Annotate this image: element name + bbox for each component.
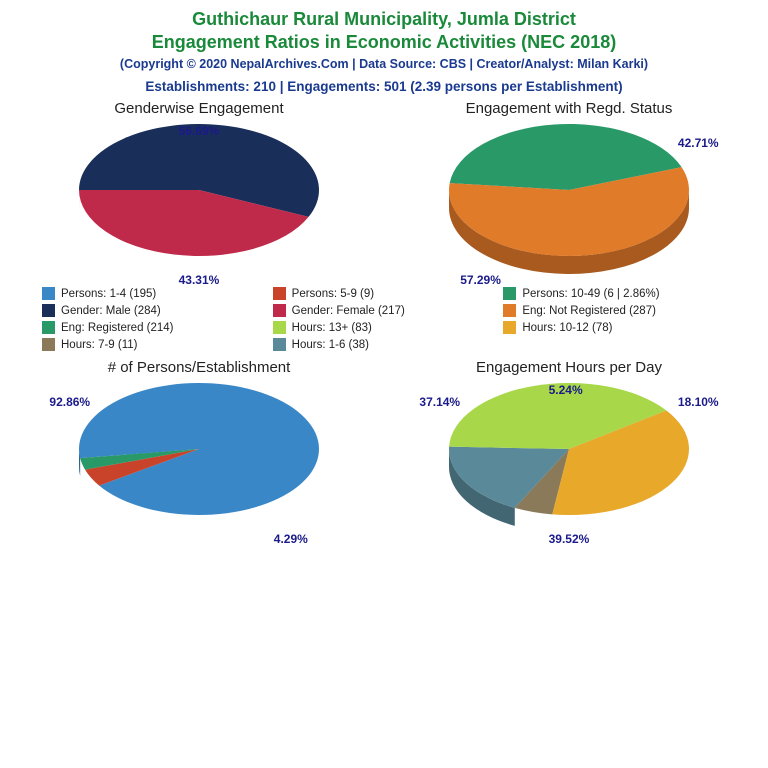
pie-chart bbox=[49, 119, 349, 279]
chart-hours-per-day: Engagement Hours per Day 5.24%18.10%39.5… bbox=[399, 359, 739, 538]
pie-pct-label: 42.71% bbox=[678, 136, 719, 150]
chart-genderwise: Genderwise Engagement 56.69%43.31% bbox=[29, 100, 369, 279]
legend-item: Persons: 1-4 (195) bbox=[42, 287, 265, 300]
charts-row-top: Genderwise Engagement 56.69%43.31% Engag… bbox=[14, 100, 754, 279]
pie-pct-label: 4.29% bbox=[274, 532, 308, 546]
legend-swatch bbox=[273, 304, 286, 317]
pie-chart bbox=[419, 378, 719, 538]
legend-label: Gender: Female (217) bbox=[292, 305, 405, 317]
chart-title: # of Persons/Establishment bbox=[29, 359, 369, 376]
pie-pct-label: 37.14% bbox=[419, 395, 460, 409]
legend-label: Eng: Registered (214) bbox=[61, 322, 174, 334]
pie-pct-label: 39.52% bbox=[549, 532, 590, 546]
legend-item: Eng: Not Registered (287) bbox=[503, 304, 726, 317]
legend-label: Hours: 1-6 (38) bbox=[292, 339, 369, 351]
legend-swatch bbox=[42, 321, 55, 334]
chart-title: Engagement with Regd. Status bbox=[399, 100, 739, 117]
legend-swatch bbox=[273, 321, 286, 334]
legend-label: Persons: 5-9 (9) bbox=[292, 288, 374, 300]
legend-swatch bbox=[503, 287, 516, 300]
chart-title: Engagement Hours per Day bbox=[399, 359, 739, 376]
chart-title: Genderwise Engagement bbox=[29, 100, 369, 117]
legend-item: Hours: 1-6 (38) bbox=[273, 338, 496, 351]
legend-swatch bbox=[42, 338, 55, 351]
copyright-line: (Copyright © 2020 NepalArchives.Com | Da… bbox=[14, 57, 754, 71]
legend-label: Eng: Not Registered (287) bbox=[522, 305, 656, 317]
legend-label: Persons: 10-49 (6 | 2.86%) bbox=[522, 288, 659, 300]
legend-item: Eng: Registered (214) bbox=[42, 321, 265, 334]
legend-item: Hours: 7-9 (11) bbox=[42, 338, 265, 351]
legend-swatch bbox=[273, 338, 286, 351]
pie-pct-label: 43.31% bbox=[179, 273, 220, 287]
charts-row-bottom: # of Persons/Establishment 92.86%4.29% E… bbox=[14, 359, 754, 538]
pie-chart bbox=[49, 378, 349, 538]
legend-swatch bbox=[42, 304, 55, 317]
chart-regd-status: Engagement with Regd. Status 42.71%57.29… bbox=[399, 100, 739, 279]
legend: Persons: 1-4 (195) Persons: 5-9 (9) Person… bbox=[14, 281, 754, 353]
legend-item: Gender: Male (284) bbox=[42, 304, 265, 317]
legend-label: Gender: Male (284) bbox=[61, 305, 161, 317]
pie-chart bbox=[419, 119, 719, 279]
legend-label: Persons: 1-4 (195) bbox=[61, 288, 156, 300]
summary-line: Establishments: 210 | Engagements: 501 (… bbox=[14, 79, 754, 94]
pie-pct-label: 5.24% bbox=[549, 383, 583, 397]
pie-pct-label: 56.69% bbox=[179, 124, 220, 138]
page-title-line2: Engagement Ratios in Economic Activities… bbox=[14, 31, 754, 54]
legend-item: Hours: 13+ (83) bbox=[273, 321, 496, 334]
pie-pct-label: 18.10% bbox=[678, 395, 719, 409]
legend-item: Hours: 10-12 (78) bbox=[503, 321, 726, 334]
legend-swatch bbox=[503, 321, 516, 334]
legend-item: Persons: 10-49 (6 | 2.86%) bbox=[503, 287, 726, 300]
pie-pct-label: 92.86% bbox=[49, 395, 90, 409]
legend-label: Hours: 13+ (83) bbox=[292, 322, 372, 334]
legend-item: Persons: 5-9 (9) bbox=[273, 287, 496, 300]
legend-label: Hours: 7-9 (11) bbox=[61, 339, 137, 351]
legend-label: Hours: 10-12 (78) bbox=[522, 322, 612, 334]
chart-persons-per-est: # of Persons/Establishment 92.86%4.29% bbox=[29, 359, 369, 538]
pie-pct-label: 57.29% bbox=[460, 273, 501, 287]
legend-swatch bbox=[42, 287, 55, 300]
page-title-line1: Guthichaur Rural Municipality, Jumla Dis… bbox=[14, 8, 754, 31]
pie-slice bbox=[79, 383, 319, 515]
legend-swatch bbox=[503, 304, 516, 317]
legend-swatch bbox=[273, 287, 286, 300]
legend-item: Gender: Female (217) bbox=[273, 304, 496, 317]
